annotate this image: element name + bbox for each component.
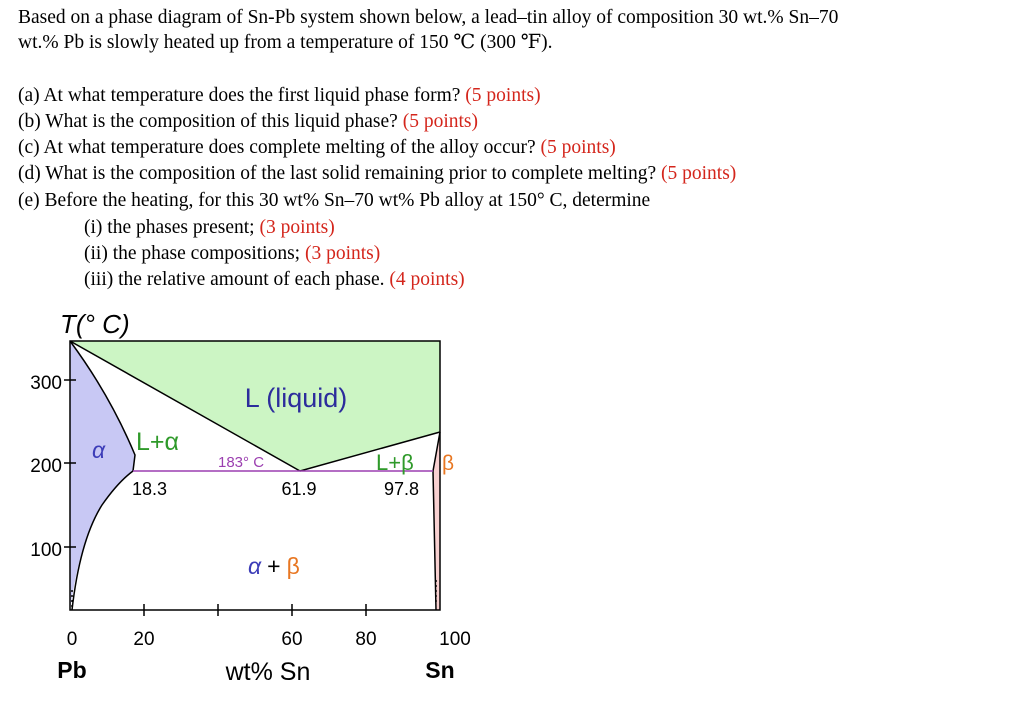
beta-label: β: [442, 452, 454, 475]
question-text: (c) At what temperature does complete me…: [18, 137, 536, 158]
question-points: (5 points): [540, 137, 616, 158]
sub-question-text: (iii) the relative amount of each phase.: [84, 269, 385, 290]
x-tick-label-60: 60: [281, 629, 302, 650]
l-plus-beta-label: L+β: [376, 450, 414, 475]
question-a: (a) At what temperature does the first l…: [18, 84, 541, 108]
sub-question-points: (3 points): [304, 243, 381, 264]
solidus-alpha: [69, 340, 136, 472]
solvus-alpha: [71, 470, 134, 611]
question-text: (b) What is the composition of this liqu…: [18, 111, 398, 132]
alpha-plus-beta-label: α + β: [248, 553, 300, 579]
x-tick-label-80: 80: [355, 629, 376, 650]
y-axis-title: T(° C): [60, 309, 130, 339]
sub-question-text: (i) the phases present;: [84, 217, 255, 238]
question-text: (d) What is the composition of the last …: [18, 163, 657, 184]
comp-beta-label: 97.8: [384, 479, 419, 499]
question-points: (5 points): [661, 163, 737, 184]
x-axis-title: wt% Sn: [225, 658, 311, 686]
eutectic-temp-label: 183° C: [218, 454, 264, 471]
alpha-region: [70, 341, 135, 610]
x-tick-label-100: 100: [439, 629, 471, 650]
y-tick-label-200: 200: [30, 456, 62, 477]
sub-question-points: (4 points): [389, 269, 465, 290]
question-e: (e) Before the heating, for this 30 wt% …: [18, 189, 650, 213]
element-label-pb: Pb: [57, 657, 86, 683]
sub-question-i: (i) the phases present; (3 points): [84, 216, 335, 240]
plus-part: +: [267, 553, 280, 579]
liquidus-left: [69, 340, 301, 472]
l-plus-alpha-label: L+α: [136, 428, 179, 456]
intro-line-1: Based on a phase diagram of Sn-Pb system…: [18, 7, 839, 28]
phase-diagram: T(° C) 300 200 100 0 20 60 80 100 Pb Sn …: [30, 309, 471, 686]
x-tick-label-0: 0: [67, 629, 78, 650]
sub-question-text: (ii) the phase compositions;: [84, 243, 301, 264]
alpha-part: α: [248, 553, 262, 579]
beta-region: [433, 432, 440, 610]
comp-eutectic-label: 61.9: [281, 479, 316, 499]
element-label-sn: Sn: [425, 657, 454, 683]
question-points: (5 points): [465, 85, 541, 106]
question-text: (a) At what temperature does the first l…: [18, 85, 461, 106]
question-text: (e) Before the heating, for this 30 wt% …: [18, 190, 651, 211]
sub-question-ii: (ii) the phase compositions; (3 points): [84, 242, 380, 266]
beta-part: β: [287, 553, 300, 579]
comp-alpha-label: 18.3: [132, 479, 167, 499]
x-tick-label-20: 20: [133, 629, 154, 650]
alpha-label: α: [92, 437, 106, 463]
liquid-region: [70, 341, 440, 471]
question-d: (d) What is the composition of the last …: [18, 162, 736, 186]
sub-question-iii: (iii) the relative amount of each phase.…: [84, 268, 465, 292]
y-tick-label-300: 300: [30, 373, 62, 394]
sub-question-points: (3 points): [259, 217, 335, 238]
liquidus-right: [299, 431, 441, 472]
question-points: (5 points): [402, 111, 479, 132]
diagram-frame: [69, 340, 441, 611]
question-b: (b) What is the composition of this liqu…: [18, 110, 478, 134]
liquid-label: L (liquid): [245, 383, 348, 413]
question-c: (c) At what temperature does complete me…: [18, 136, 616, 160]
intro-line-2: wt.% Pb is slowly heated up from a tempe…: [18, 32, 553, 53]
y-tick-label-100: 100: [30, 540, 62, 561]
